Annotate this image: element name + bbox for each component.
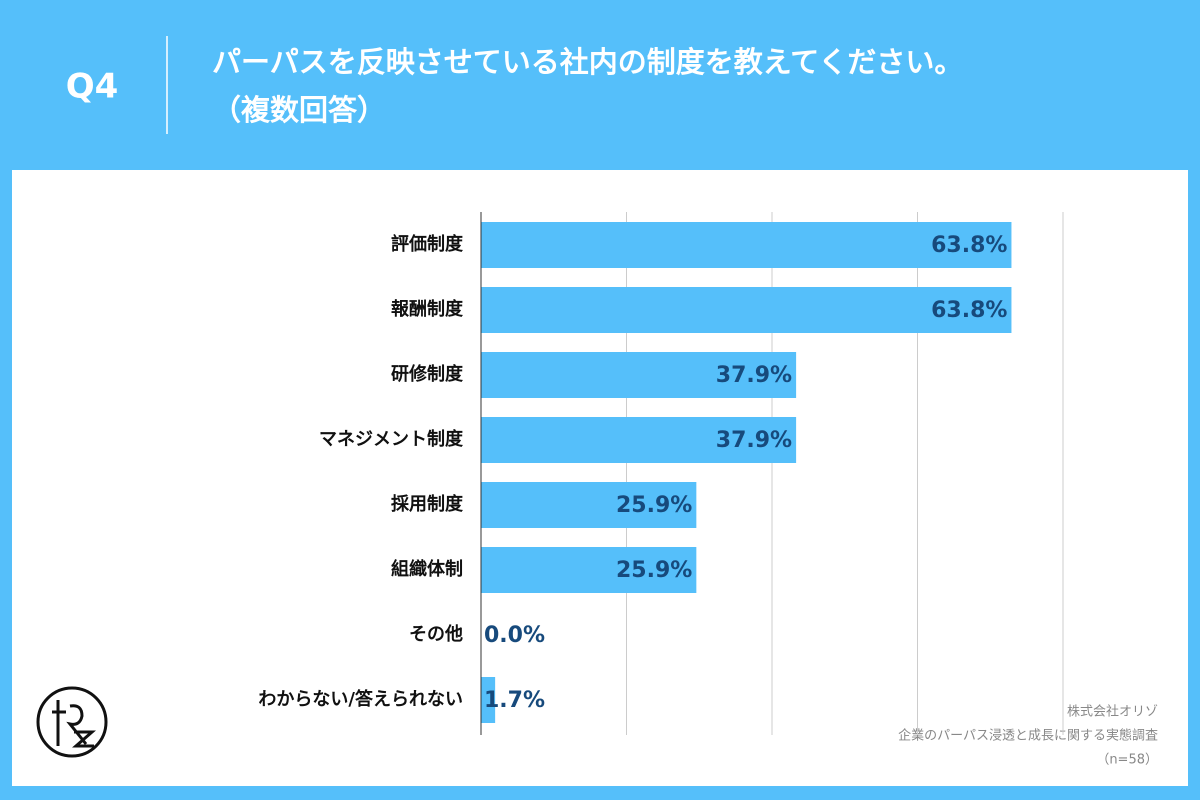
value-label: 63.8% — [931, 298, 1007, 323]
bar — [481, 352, 797, 398]
category-label: わからない/答えられない — [258, 688, 463, 710]
category-label: 研修制度 — [391, 363, 464, 385]
bar — [481, 677, 496, 723]
value-label: 63.8% — [931, 233, 1007, 258]
source-text: 企業のパーパス浸透と成長に関する実態調査 — [898, 728, 1158, 744]
category-label: 報酬制度 — [391, 298, 464, 320]
bar — [481, 547, 697, 593]
bar — [481, 222, 1012, 268]
bar — [481, 287, 1012, 333]
source-text: （n=58） — [1096, 753, 1158, 768]
category-label: 組織体制 — [391, 558, 463, 580]
chart-title: パーパスを反映させている社内の制度を教えてください。 — [212, 45, 963, 79]
bar — [481, 482, 697, 528]
question-number: Q4 — [66, 67, 119, 107]
source-text: 株式会社オリゾ — [1067, 704, 1158, 720]
value-label: 37.9% — [716, 428, 792, 453]
value-label: 25.9% — [616, 558, 692, 583]
value-label: 0.0% — [484, 623, 545, 648]
panel — [12, 170, 1188, 786]
value-label: 37.9% — [716, 363, 792, 388]
category-label: 評価制度 — [391, 233, 464, 255]
chart-subtitle: （複数回答） — [212, 93, 386, 127]
category-label: マネジメント制度 — [319, 428, 464, 450]
logo — [36, 686, 108, 758]
value-label: 25.9% — [616, 493, 692, 518]
category-label: その他 — [409, 623, 463, 645]
value-label: 1.7% — [484, 688, 545, 713]
bar — [481, 417, 797, 463]
category-label: 採用制度 — [391, 493, 464, 515]
